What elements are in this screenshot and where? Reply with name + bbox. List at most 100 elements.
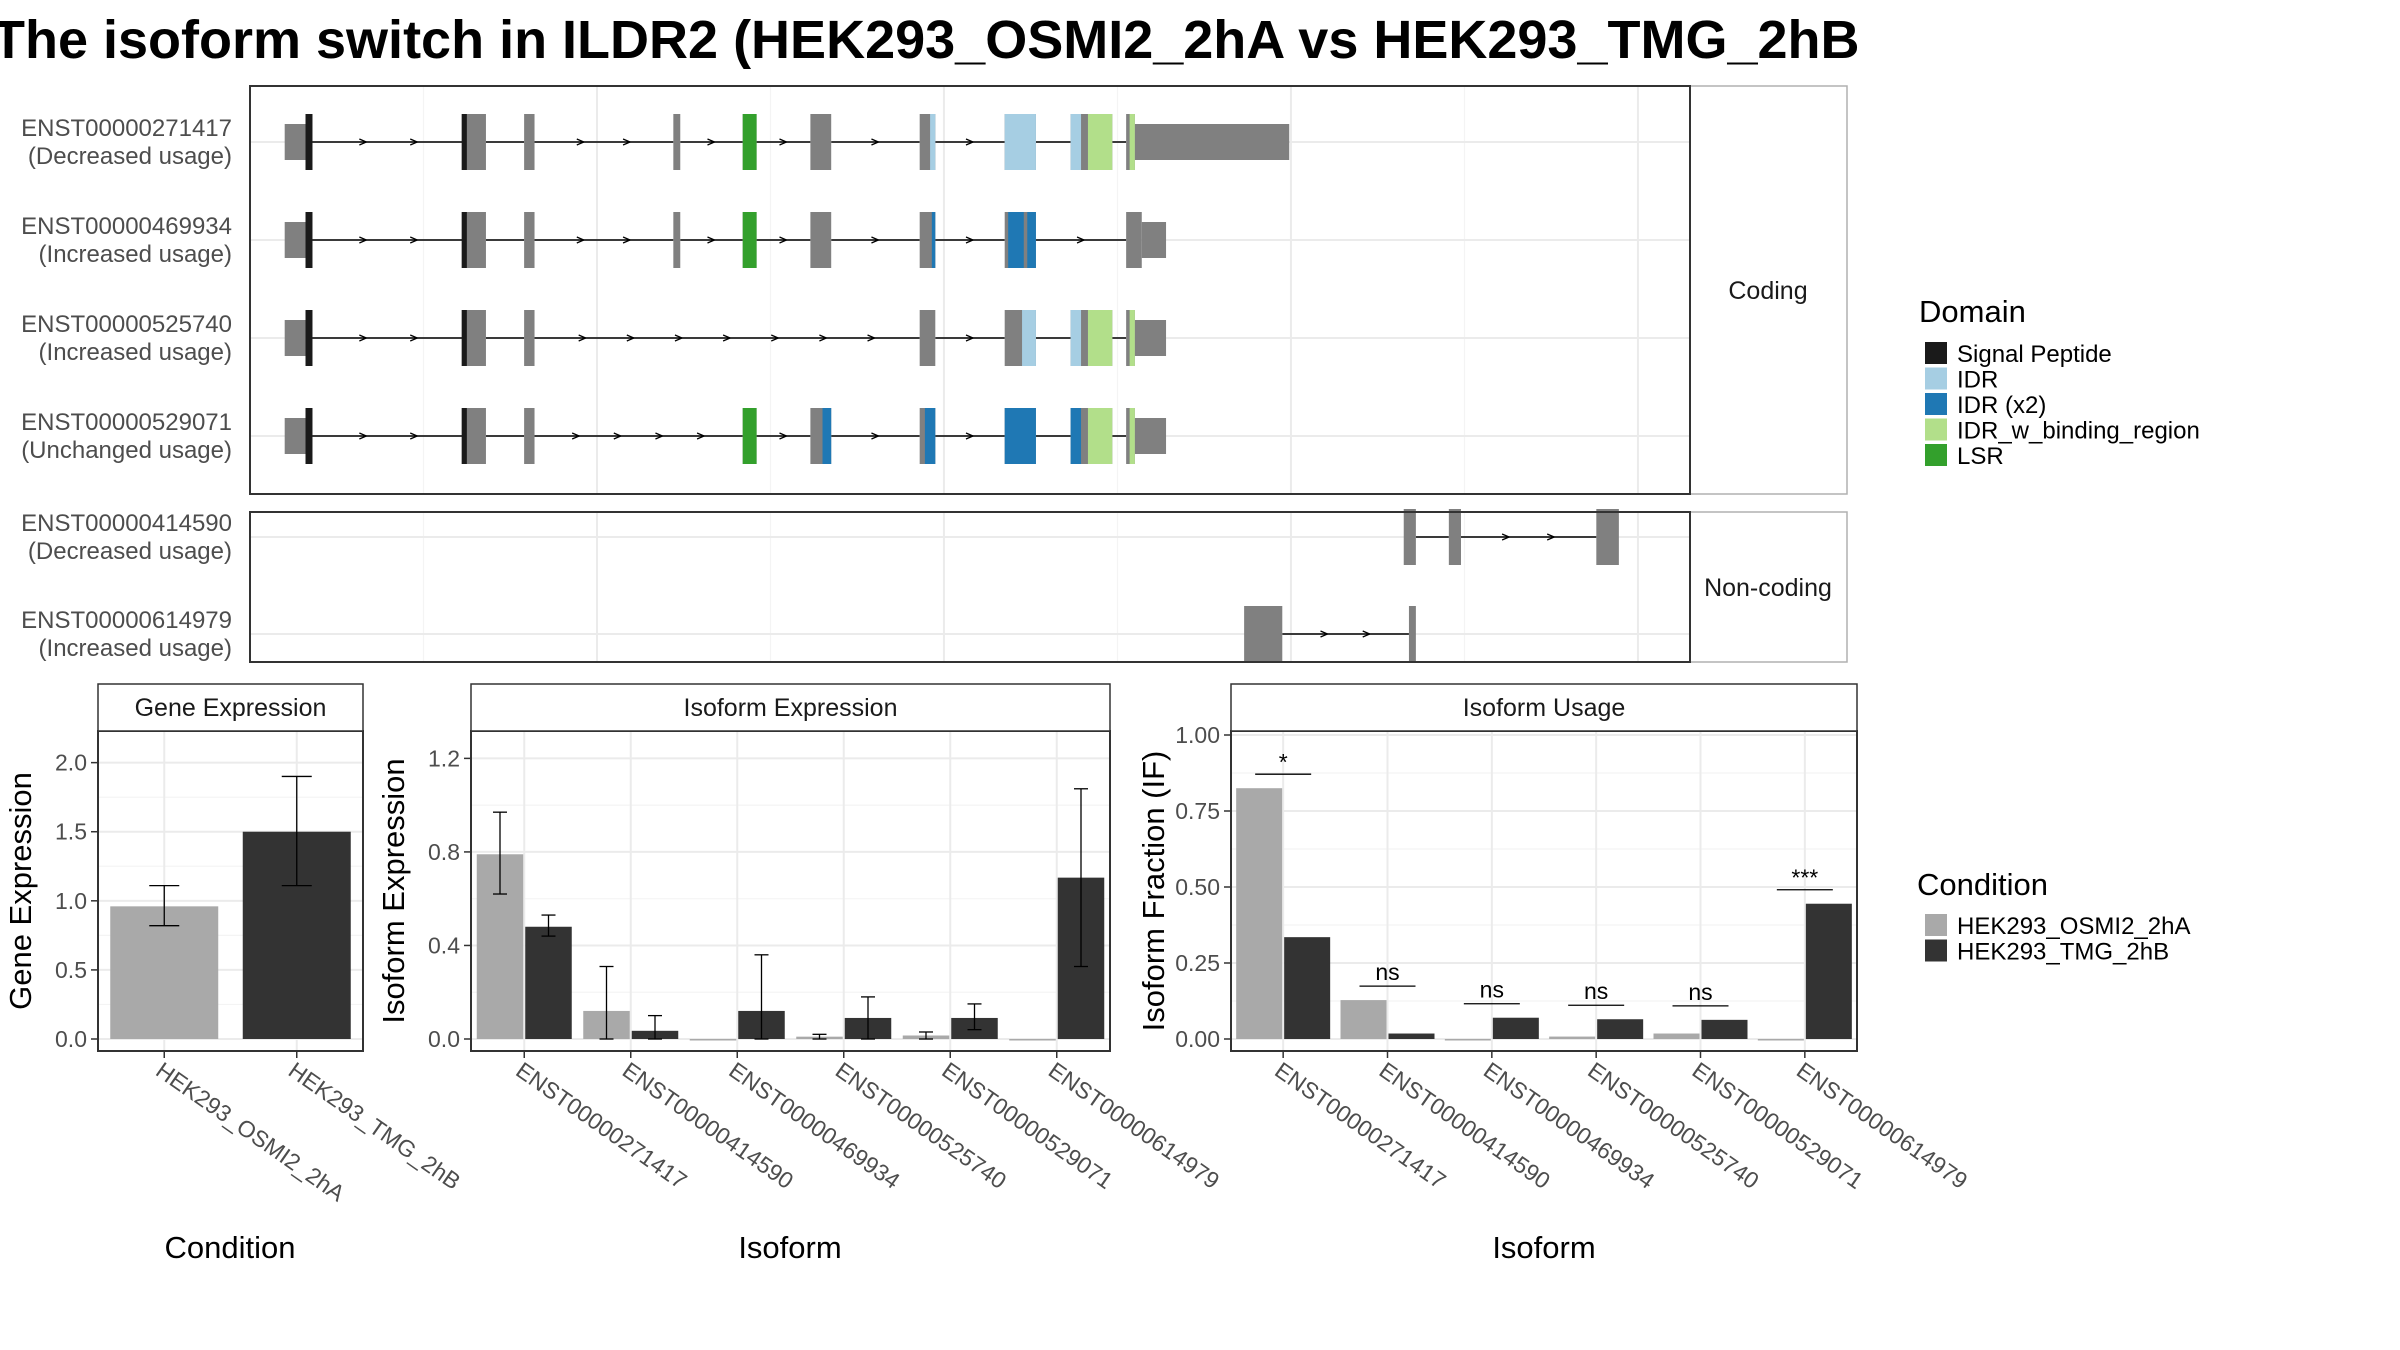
transcript-usage-label: (Decreased usage) (28, 143, 232, 170)
exon (919, 212, 936, 268)
transcript-ENST00000529071: ENST00000529071(Unchanged usage) (21, 408, 1167, 464)
bar-hek293_osmi2_2ha (1444, 1039, 1491, 1041)
intron-arrow (613, 432, 623, 440)
x-axis-title: Isoform (738, 1230, 841, 1265)
domain-idr (1004, 114, 1036, 170)
exon (1244, 606, 1283, 662)
intron-arrow (622, 138, 632, 146)
panel-strip (1230, 683, 1858, 732)
significance-label: *** (1791, 865, 1818, 891)
figure-title: The isoform switch in ILDR2 (HEK293_OSMI… (0, 10, 1860, 70)
facet-border (249, 85, 1691, 495)
transcript-usage-label: (Increased usage) (39, 339, 232, 366)
domain-idr-x2- (1070, 408, 1082, 464)
bar-hek293_tmg_2hb (1805, 903, 1852, 1039)
legend-label: HEK293_TMG_2hB (1957, 939, 2169, 966)
intron-arrow (578, 334, 588, 342)
intron-arrow (409, 334, 419, 342)
exon (284, 418, 306, 454)
bar-hek293_tmg_2hb (1388, 1033, 1435, 1039)
significance-label: ns (1375, 959, 1399, 985)
legend-title: Condition (1917, 867, 2048, 902)
intron-arrow (965, 334, 975, 342)
exon (1403, 509, 1416, 565)
facet-border (249, 511, 1691, 663)
significance-label: ns (1688, 979, 1712, 1005)
intron-arrow (359, 138, 368, 146)
domain-lsr (742, 212, 757, 268)
exon (810, 212, 832, 268)
transcript-id-label: ENST00000414590 (21, 510, 232, 537)
y-tick-label: 0.4 (428, 932, 460, 958)
transcript-ENST00000414590: ENST00000414590(Decreased usage) (21, 509, 1619, 565)
domain-idr (1070, 310, 1082, 366)
intron-arrow (867, 334, 877, 342)
exon (1141, 222, 1167, 258)
intron-arrow (409, 236, 419, 244)
bar-hek293_osmi2_2ha (110, 906, 219, 1039)
y-tick-label: 0.00 (1175, 1026, 1220, 1052)
intron-arrow (779, 432, 789, 440)
exon (465, 212, 486, 268)
intron-arrow (965, 138, 975, 146)
exon (524, 212, 535, 268)
legend-label: IDR (1957, 367, 1998, 394)
domain-signal-peptide (461, 212, 467, 268)
intron-arrow (409, 432, 419, 440)
bar-hek293_osmi2_2ha (1009, 1039, 1056, 1041)
exon (1134, 124, 1290, 160)
domain-signal-peptide (305, 114, 313, 170)
exon (919, 310, 936, 366)
bar-hek293_osmi2_2ha (1653, 1033, 1700, 1039)
domain-signal-peptide (305, 212, 313, 268)
domain-idr (930, 114, 936, 170)
transcript-usage-label: (Increased usage) (39, 635, 232, 662)
legend-key (1925, 342, 1947, 364)
intron-arrow (655, 432, 665, 440)
bar-hek293_tmg_2hb (525, 926, 572, 1039)
facet-strip (1689, 511, 1848, 663)
exon (1126, 212, 1142, 268)
domain-signal-peptide (461, 310, 467, 366)
exon (465, 114, 486, 170)
intron-arrow (770, 334, 780, 342)
intron-arrow (409, 138, 419, 146)
legend-label: Signal Peptide (1957, 341, 2112, 368)
panel-strip (470, 683, 1111, 732)
intron-arrow (696, 432, 706, 440)
legend-key (1925, 914, 1947, 936)
y-tick-label: 0.50 (1175, 874, 1220, 900)
facet-strip-label: Non-coding (1704, 574, 1832, 602)
intron-arrow (1076, 236, 1086, 244)
domain-lsr (742, 114, 757, 170)
facet-strip-label: Coding (1728, 277, 1807, 305)
transcript-id-label: ENST00000271417 (21, 115, 232, 142)
legend-label: IDR (x2) (1957, 392, 2046, 419)
exon (284, 320, 306, 356)
y-tick-label: 0.75 (1175, 798, 1220, 824)
transcript-ENST00000271417: ENST00000271417(Decreased usage) (21, 114, 1290, 170)
legend-label: LSR (1957, 443, 2004, 470)
intron-arrow (722, 334, 732, 342)
exon (465, 408, 486, 464)
intron-arrow (779, 236, 789, 244)
domain-idr-w-binding-region (1129, 310, 1135, 366)
legend-key (1925, 393, 1947, 415)
transcript-usage-label: (Increased usage) (39, 241, 232, 268)
intron-arrow (965, 432, 975, 440)
transcript-usage-label: (Unchanged usage) (21, 437, 232, 464)
intron-arrow (359, 432, 368, 440)
transcript-ENST00000525740: ENST00000525740(Increased usage) (21, 310, 1167, 366)
bar-hek293_osmi2_2ha (1549, 1036, 1596, 1039)
domain-signal-peptide (461, 408, 467, 464)
intron-arrow (871, 432, 881, 440)
transcript-id-label: ENST00000469934 (21, 213, 232, 240)
domain-lsr (742, 408, 757, 464)
exon (465, 310, 486, 366)
y-tick-label: 1.2 (428, 745, 460, 771)
y-axis-title: Gene Expression (3, 772, 38, 1010)
intron-arrow (576, 138, 586, 146)
